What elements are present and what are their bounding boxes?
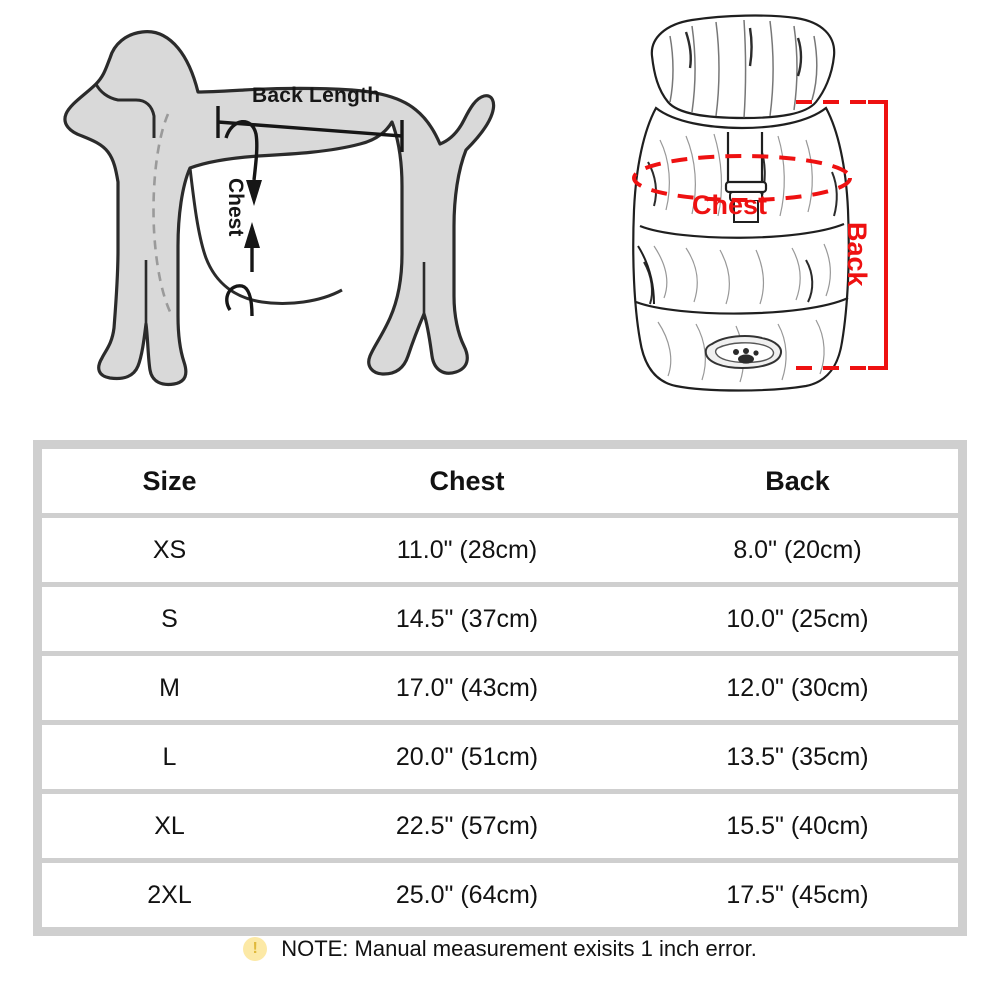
table-row: XS 11.0" (28cm) 8.0" (20cm) [42,518,958,582]
cell-size: XS [152,535,187,564]
cell-size: M [159,673,180,702]
illustration-area: Back Length Chest [0,0,1000,430]
jacket-diagram-panel [600,10,980,410]
dog-back-length-label: Back Length [252,84,381,107]
column-header-chest: Chest [429,465,505,496]
table-row: M 17.0" (43cm) 12.0" (30cm) [42,656,958,720]
cell-back: 17.5" (45cm) [726,880,869,909]
size-chart-table: Size Chest Back XS 11.0" (28cm) 8.0" (20… [33,440,967,936]
chest-dashed-ellipse [632,154,852,202]
cell-chest: 17.0" (43cm) [395,673,539,702]
cell-back: 8.0" (20cm) [733,535,862,564]
cell-size: XL [154,811,185,840]
table-row: S 14.5" (37cm) 10.0" (25cm) [42,587,958,651]
note-bar: ! NOTE: Manual measurement exisits 1 inc… [0,936,1000,962]
table-row: L 20.0" (51cm) 13.5" (35cm) [42,725,958,789]
cell-size: 2XL [147,880,192,909]
jacket-chest-label: Chest [692,190,768,220]
table-header-row: Size Chest Back [42,449,958,513]
column-header-size: Size [142,465,197,496]
cell-back: 12.0" (30cm) [726,673,869,702]
dog-diagram-panel [30,10,500,410]
cell-back: 10.0" (25cm) [726,604,869,633]
exclamation-icon: ! [243,937,268,961]
cell-chest: 22.5" (57cm) [395,811,539,840]
table-row: 2XL 25.0" (64cm) 17.5" (45cm) [42,863,958,927]
cell-chest: 14.5" (37cm) [395,604,539,633]
jacket-illustration-svg [632,14,850,392]
cell-size: L [162,742,177,771]
cell-back: 13.5" (35cm) [726,742,869,771]
cell-size: S [161,604,178,633]
cell-chest: 11.0" (28cm) [396,535,538,564]
column-header-back: Back [765,465,830,496]
table-row: XL 22.5" (57cm) 15.5" (40cm) [42,794,958,858]
note-text: NOTE: Manual measurement exisits 1 inch … [281,936,757,961]
jacket-measure-overlay-svg [632,100,888,370]
cell-back: 15.5" (40cm) [726,811,869,840]
cell-chest: 20.0" (51cm) [395,742,539,771]
dog-chest-label: Chest [224,178,247,237]
dog-dimension-lines-svg [216,106,404,317]
dog-silhouette-svg [63,30,496,387]
jacket-back-label: Back [842,222,872,287]
cell-chest: 25.0" (64cm) [395,880,539,909]
